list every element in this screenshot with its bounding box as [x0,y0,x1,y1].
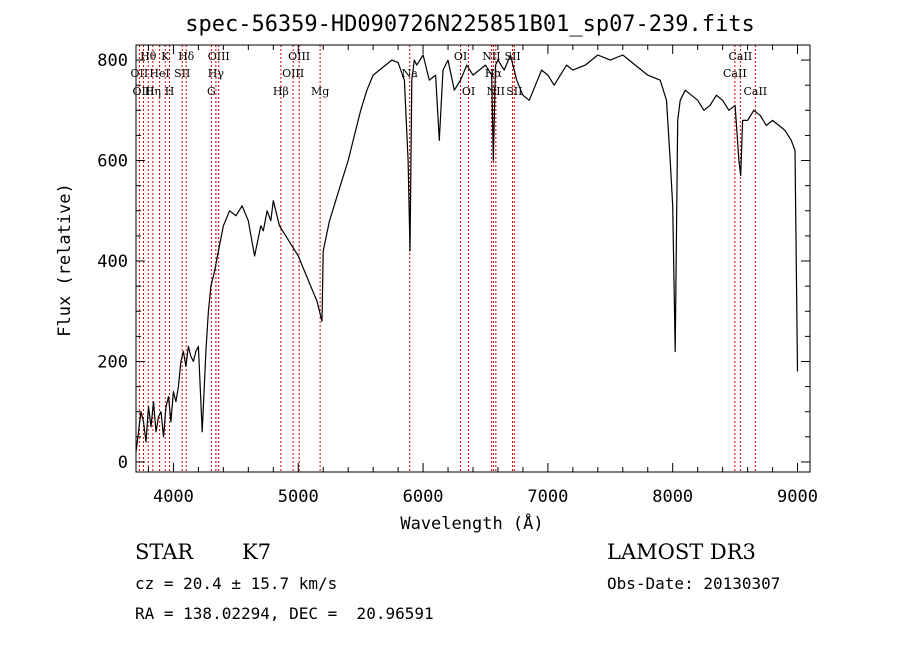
x-axis-label: Wavelength (Å) [400,512,543,534]
object-class: STAR [135,540,194,564]
line-marker-label-16: Na [402,67,419,80]
line-marker-label-3: Hθ [140,50,157,63]
x-tick-label-4: 8000 [652,487,693,507]
line-marker-label-0: Hδ [178,50,195,63]
y-tick-label-4: 800 [97,51,128,71]
x-axis: 4000 5000 6000 7000 8000 9000 [147,45,818,507]
line-marker-label-5: HeI [149,67,169,80]
x-tick-label-3: 7000 [527,487,568,507]
line-marker-label-9: OIII [208,50,230,63]
line-marker-label-12: OIII [288,50,310,63]
line-marker-label-7: Hη [145,85,161,98]
coordinates-text: RA = 138.02294, DEC = 20.96591 [135,604,434,623]
line-marker-label-1: OII [131,67,149,80]
line-marker-labels-group: Hδ OII OIII Hθ K HeI SII Hη H OIII Hγ G OIII OIII Hβ Mg… [131,50,768,98]
y-tick-label-2: 400 [97,252,128,272]
line-marker-label-11: G [207,85,216,98]
line-marker-label-26: CaII [743,85,767,98]
x-tick-label-2: 6000 [403,487,444,507]
line-marker-label-17: OI [454,50,467,63]
line-marker-label-10: Hγ [208,67,225,80]
plot-frame [135,44,811,473]
line-marker-label-25: CaII [729,50,753,63]
survey-name: LAMOST DR3 [607,540,756,564]
line-marker-label-19: NII [482,50,500,63]
y-tick-label-3: 600 [97,152,128,172]
redshift-text: cz = 20.4 ± 15.7 km/s [135,574,338,593]
object-subclass: K7 [242,540,272,564]
x-tick-label-1: 5000 [278,487,319,507]
line-marker-label-2: OIII [132,85,154,98]
spectrum-line-0 [135,54,799,452]
chart-title: spec-56359-HD090726N225851B01_sp07-239.f… [185,12,755,37]
line-marker-label-21: SII [504,50,520,63]
y-tick-label-0: 0 [118,453,128,473]
line-marker-label-15: Mg [311,85,329,98]
spectrum-series-group [135,54,799,452]
y-tick-label-1: 200 [97,352,128,372]
x-tick-label-0: 4000 [153,487,194,507]
line-marker-label-6: SII [174,67,190,80]
line-marker-label-8: H [165,85,175,98]
line-marker-label-14: Hβ [273,85,289,98]
observation-date: Obs-Date: 20130307 [607,574,781,593]
x-tick-label-5: 9000 [777,487,818,507]
line-marker-label-13: OIII [282,67,304,80]
line-marker-label-4: K [161,50,170,63]
y-axis: 0 200 400 600 800 [97,51,810,473]
line-marker-label-18: OI [462,85,475,98]
y-axis-label: Flux (relative) [55,183,75,337]
line-marker-label-24: CaII [723,67,747,80]
line-marker-label-22: NII [487,85,505,98]
line-marker-label-23: SII [506,85,522,98]
line-markers-group [138,45,756,472]
